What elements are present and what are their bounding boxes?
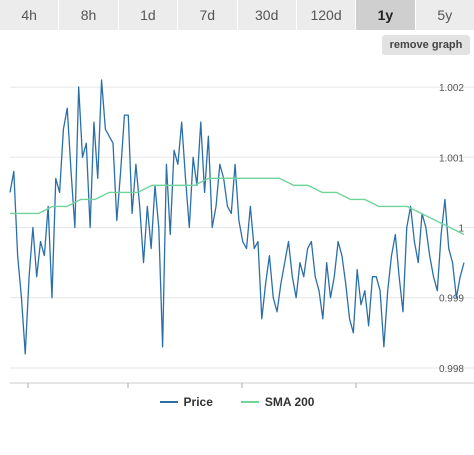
tab-30d[interactable]: 30d <box>237 0 297 30</box>
y-tick-label: 1 <box>458 224 464 235</box>
tab-8h[interactable]: 8h <box>59 0 119 30</box>
legend-item-price[interactable]: Price <box>159 395 213 409</box>
y-tick-label: 0.998 <box>439 364 464 375</box>
tab-5y[interactable]: 5y <box>415 0 474 30</box>
timeframe-tabs: 4h 8h 1d 7d 30d 120d 1y 5y <box>0 0 474 30</box>
price-series-line <box>9 79 465 355</box>
remove-graph-button[interactable]: remove graph <box>382 35 470 55</box>
tab-1d[interactable]: 1d <box>118 0 179 30</box>
chart-legend: Price SMA 200 <box>0 393 474 411</box>
legend-label-price: Price <box>183 395 213 409</box>
legend-item-sma[interactable]: SMA 200 <box>240 395 315 409</box>
y-tick-label: 0.999 <box>439 294 464 305</box>
legend-swatch-sma <box>240 401 259 403</box>
legend-swatch-price <box>159 401 178 403</box>
tab-7d[interactable]: 7d <box>178 0 238 30</box>
sma-series-line <box>10 177 465 236</box>
tab-4h[interactable]: 4h <box>0 0 60 30</box>
legend-label-sma: SMA 200 <box>264 395 315 409</box>
tab-120d[interactable]: 120d <box>296 0 357 30</box>
y-tick-label: 1.001 <box>439 153 464 164</box>
tab-1y[interactable]: 1y <box>356 0 416 30</box>
y-tick-label: 1.002 <box>439 83 464 94</box>
